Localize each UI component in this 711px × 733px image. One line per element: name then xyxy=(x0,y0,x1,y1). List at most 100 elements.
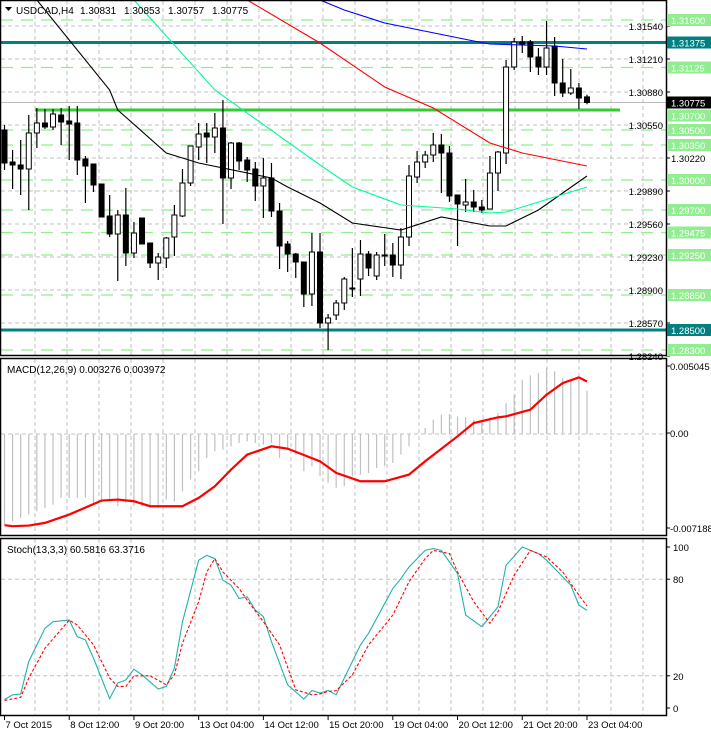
bull-candle-body xyxy=(333,302,340,316)
ohlc-low: 1.30757 xyxy=(168,6,205,17)
grid-lines xyxy=(1,1,666,715)
bull-candle-body xyxy=(211,127,218,138)
candle xyxy=(114,210,121,281)
candle xyxy=(139,217,146,245)
bear-candle-body xyxy=(268,177,275,212)
candle xyxy=(268,163,275,217)
level-price-tag-label: 1.30000 xyxy=(671,176,705,187)
price-tick-label: 1.30550 xyxy=(629,121,663,132)
candle xyxy=(155,253,162,280)
candle xyxy=(292,253,299,278)
bear-candle-body xyxy=(236,142,243,162)
candle xyxy=(349,248,356,297)
bull-candle-body xyxy=(187,145,194,184)
level-price-tag-label: 1.31375 xyxy=(671,39,705,50)
candle xyxy=(575,83,582,109)
bull-candle-body xyxy=(430,144,437,156)
bull-candle-body xyxy=(349,287,356,290)
bear-candle-body xyxy=(559,82,566,94)
candle xyxy=(317,233,324,328)
bear-candle-body xyxy=(292,253,299,263)
bear-candle-body xyxy=(41,122,48,128)
symbol-label: USDCAD,H4 xyxy=(16,6,74,17)
candle xyxy=(430,133,437,162)
level-price-tag-label: 1.28500 xyxy=(671,326,705,337)
candle xyxy=(559,59,566,97)
macd-title: MACD(12,26,9) 0.003276 0.003972 xyxy=(7,365,166,376)
bear-candle-body xyxy=(98,183,105,218)
panel-frames xyxy=(0,0,668,717)
candle xyxy=(219,100,226,224)
bull-candle-body xyxy=(195,133,202,148)
stochastic-signal-line xyxy=(4,549,588,701)
price-tick-label: 1.30220 xyxy=(671,154,705,165)
bear-candle-body xyxy=(106,215,113,235)
macd-tick-label: 0.005045 xyxy=(670,362,710,373)
bear-candle-body xyxy=(139,217,146,245)
bear-candle-body xyxy=(90,163,97,186)
bull-candle-body xyxy=(422,154,429,163)
price-panel[interactable] xyxy=(1,0,666,351)
stochastic-tick-label: 80 xyxy=(673,575,684,586)
candle xyxy=(50,109,57,130)
bull-candle-body xyxy=(114,214,121,235)
bull-candle-body xyxy=(171,214,178,238)
level-price-tag-label: 1.30700 xyxy=(671,112,705,123)
bear-candle-body xyxy=(583,96,590,104)
level-price-tag xyxy=(667,139,711,151)
triangle-down-icon[interactable] xyxy=(5,7,12,11)
bull-candle-body xyxy=(462,201,469,206)
time-tick-label: 7 Oct 2015 xyxy=(6,720,52,731)
candle xyxy=(147,242,154,268)
bear-candle-body xyxy=(17,164,24,170)
level-price-tag-label: 1.29700 xyxy=(671,206,705,217)
level-price-tag-label: 1.31600 xyxy=(671,16,705,27)
stochastic-panel[interactable] xyxy=(4,546,588,701)
price-tick-label: 1.28570 xyxy=(629,319,663,330)
candle xyxy=(494,151,501,191)
bear-candle-body xyxy=(122,214,129,254)
level-price-tag xyxy=(667,344,711,356)
macd-tick-label: 0.00 xyxy=(670,429,689,440)
time-tick-label: 13 Oct 04:00 xyxy=(200,720,254,731)
price-tick-label: 1.28240 xyxy=(629,352,663,363)
bull-candle-body xyxy=(341,278,348,304)
candle xyxy=(333,300,340,320)
bear-candle-body xyxy=(276,210,283,247)
macd-panel[interactable] xyxy=(3,368,588,528)
candle xyxy=(373,252,380,280)
candle xyxy=(179,169,186,217)
bear-candle-body xyxy=(252,168,259,187)
candle xyxy=(446,146,453,202)
candle xyxy=(66,106,73,160)
bull-candle-body xyxy=(33,122,40,134)
price-tick-label: 1.28900 xyxy=(629,286,663,297)
level-price-tag-label: 1.28850 xyxy=(671,291,705,302)
candle xyxy=(325,314,332,350)
bear-candle-body xyxy=(74,122,81,161)
stochastic-tick-label: 0 xyxy=(673,704,678,715)
level-price-tag-label: 1.29250 xyxy=(671,251,705,262)
level-price-tag xyxy=(667,109,711,122)
candle xyxy=(33,108,40,148)
price-tick-label: 1.30880 xyxy=(629,88,663,99)
bear-candle-body xyxy=(1,129,8,164)
candle xyxy=(503,60,510,164)
bull-candle-body xyxy=(543,47,550,68)
bear-candle-body xyxy=(470,201,477,208)
bull-candle-body xyxy=(25,132,32,170)
candle xyxy=(462,179,469,212)
stochastic-title: Stoch(13,3,3) 60.5816 63.3716 xyxy=(7,545,145,556)
price-tick-label: 1.29890 xyxy=(629,187,663,198)
candle xyxy=(1,125,8,170)
macd-signal-line xyxy=(4,376,588,528)
level-price-tag xyxy=(667,204,711,216)
candle xyxy=(195,123,202,160)
ohlc-open: 1.30831 xyxy=(80,6,117,17)
time-tick-label: 21 Oct 20:00 xyxy=(523,720,577,731)
bull-candle-body xyxy=(228,142,235,179)
bull-candle-body xyxy=(503,66,510,154)
level-price-tag-label: 1.30500 xyxy=(671,126,705,137)
bull-candle-body xyxy=(308,251,315,295)
